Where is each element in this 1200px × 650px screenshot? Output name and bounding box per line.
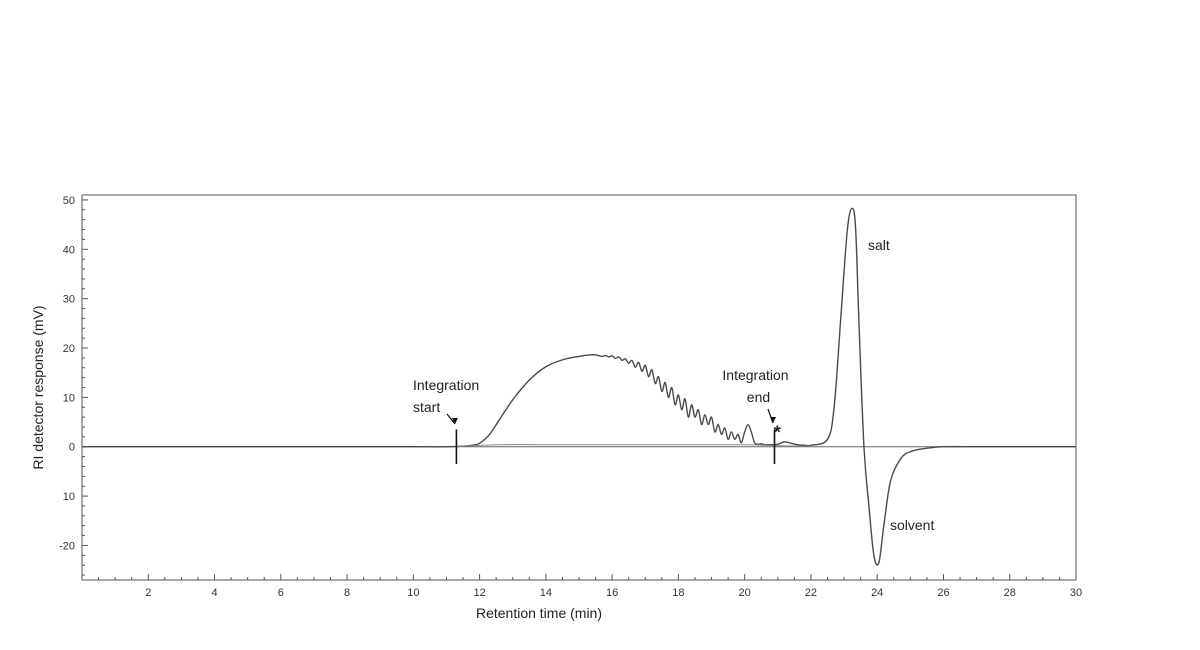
- chromatogram-trace: [81, 207, 1076, 566]
- y-tick-label: 50: [63, 195, 75, 207]
- y-tick-label: -20: [59, 540, 75, 552]
- y-tick-label: 20: [63, 343, 75, 355]
- y-tick-label: 10: [63, 491, 75, 503]
- x-tick-label: 24: [871, 587, 883, 599]
- integration-start-label: start: [413, 399, 440, 415]
- annotations-layer: Integration start Integration end * salt solve…: [413, 237, 934, 533]
- x-tick-label: 18: [672, 587, 684, 599]
- arrow-head: [770, 417, 776, 423]
- salt-label: salt: [868, 237, 890, 253]
- integration-baseline-trace: [456, 444, 811, 448]
- solvent-label: solvent: [890, 517, 934, 533]
- x-axis-ticks: 2 4 6 8 10 12 14 16 18 20 22 24 26 28 30: [81, 574, 1082, 599]
- x-tick-label: 20: [739, 587, 751, 599]
- x-tick-label: 14: [540, 587, 552, 599]
- x-tick-label: 30: [1070, 587, 1082, 599]
- asterisk-label: *: [774, 423, 781, 443]
- x-tick-label: 26: [937, 587, 949, 599]
- y-tick-label: 30: [63, 294, 75, 306]
- x-tick-label: 2: [145, 587, 151, 599]
- y-axis-title: RI detector response (mV): [30, 305, 46, 469]
- y-tick-label: 10: [63, 392, 75, 404]
- arrow-line: [446, 413, 456, 425]
- x-tick-label: 8: [344, 587, 350, 599]
- x-tick-label: 10: [407, 587, 419, 599]
- y-tick-label: 40: [63, 244, 75, 256]
- integration-start-label: Integration: [413, 377, 479, 393]
- y-tick-label: 0: [69, 442, 75, 454]
- x-tick-label: 6: [278, 587, 284, 599]
- x-tick-label: 12: [473, 587, 485, 599]
- integration-end-label: end: [747, 389, 770, 405]
- y-axis-ticks: 50 40 30 20 10 0 10 -20: [59, 195, 88, 576]
- x-tick-label: 28: [1004, 587, 1016, 599]
- arrow-head: [452, 418, 458, 424]
- integration-end-label: Integration: [722, 367, 788, 383]
- x-tick-label: 22: [805, 587, 817, 599]
- series-layer: [81, 207, 1076, 566]
- x-axis-title: Retention time (min): [476, 605, 602, 621]
- x-tick-label: 4: [211, 587, 217, 599]
- x-tick-label: 16: [606, 587, 618, 599]
